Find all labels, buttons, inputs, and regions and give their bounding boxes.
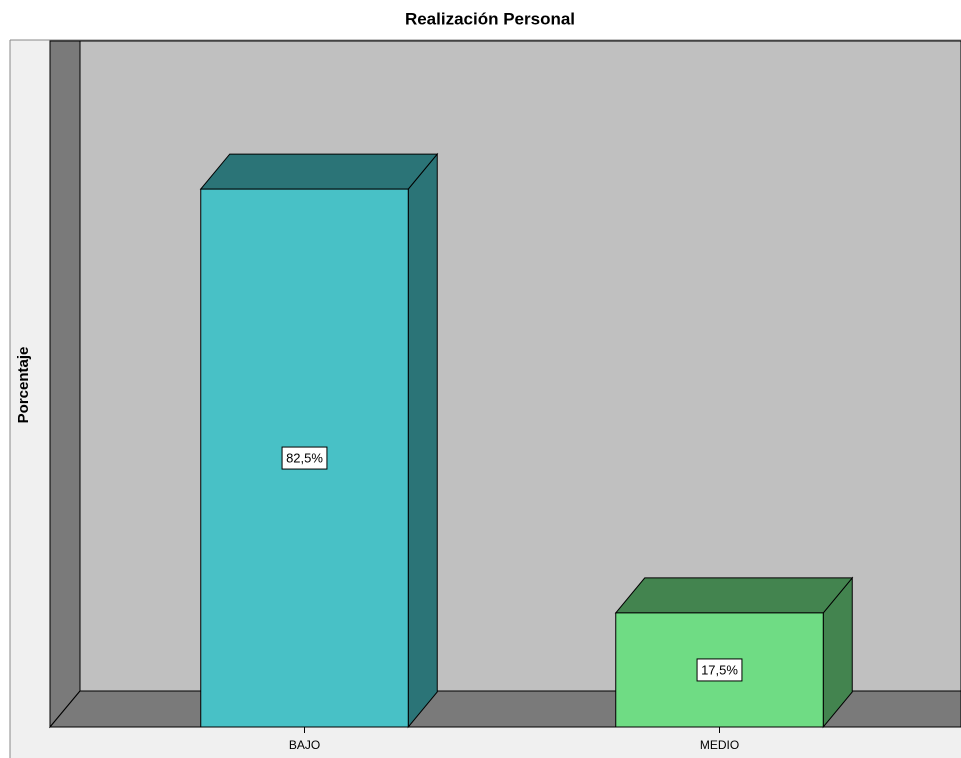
side-wall bbox=[49, 40, 81, 729]
axis-panel bbox=[50, 727, 961, 758]
bar-top bbox=[199, 153, 439, 190]
bar bbox=[614, 576, 854, 729]
value-label: 82,5% bbox=[286, 450, 323, 465]
chart-title: Realización Personal bbox=[405, 9, 575, 28]
x-tick-label: BAJO bbox=[289, 738, 320, 752]
bar bbox=[199, 152, 439, 729]
value-label-box bbox=[281, 446, 328, 470]
value-label: 17,5% bbox=[701, 662, 738, 677]
axis-panel bbox=[10, 40, 50, 758]
bar-top bbox=[614, 577, 854, 614]
bar-side bbox=[407, 152, 438, 729]
value-label-box bbox=[696, 658, 743, 682]
x-tick-label: MEDIO bbox=[700, 738, 739, 752]
y-axis-title: Porcentaje bbox=[15, 347, 32, 424]
